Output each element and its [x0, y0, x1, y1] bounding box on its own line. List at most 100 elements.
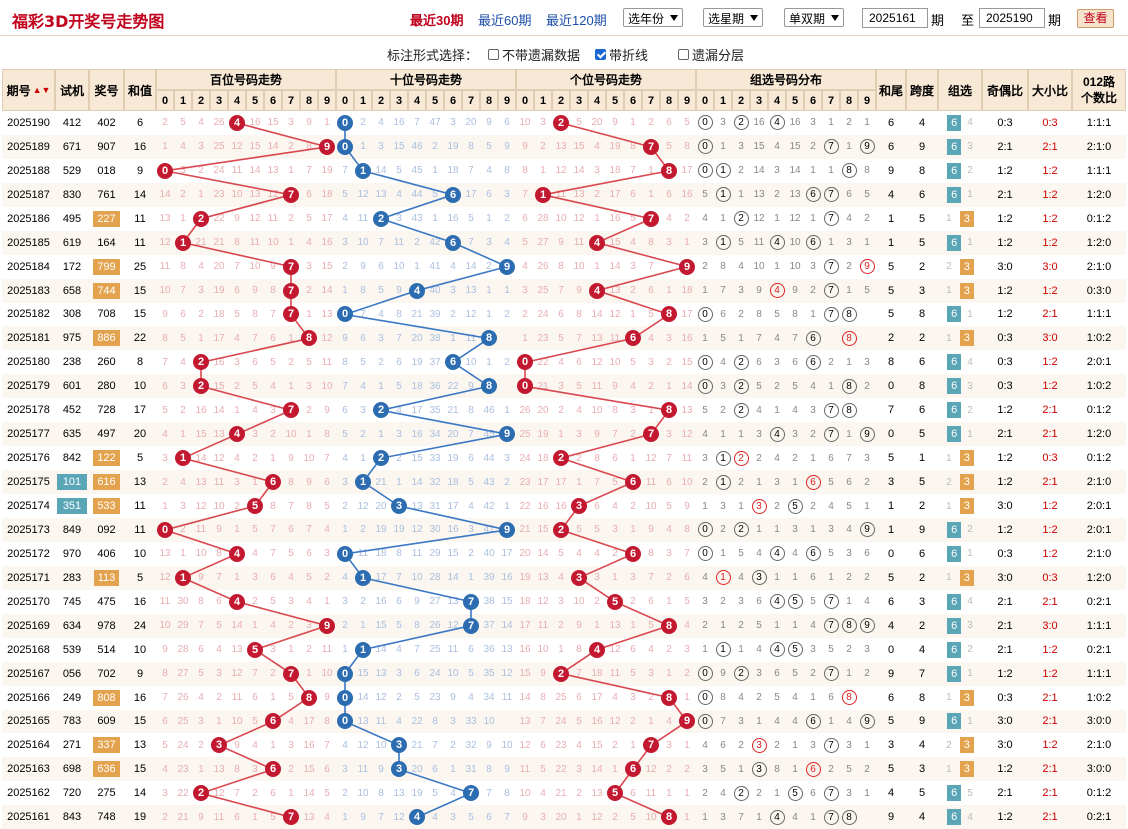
miss-cell-1: 5 — [432, 189, 438, 201]
miss-cell-1: 1 — [450, 332, 456, 344]
row-span: 1 — [918, 452, 926, 465]
miss-cell-2: 12 — [573, 213, 585, 225]
miss-cell-1: 20 — [375, 500, 387, 512]
miss-cell-0: 19 — [213, 285, 225, 297]
miss-cell-1: 17 — [465, 189, 477, 201]
miss-cell-0: 29 — [177, 620, 189, 632]
miss-cell-1: 2 — [360, 596, 366, 608]
header-period[interactable]: 期号 ▲▼ — [2, 69, 55, 111]
miss-cell-1: 1 — [486, 285, 492, 297]
range-60-link[interactable]: 最近60期 — [478, 13, 532, 28]
miss-cell-3: 2 — [702, 620, 708, 632]
miss-cell-2: 6 — [630, 644, 636, 656]
row-oddeven: 2:1 — [997, 428, 1013, 441]
hundreds-ball: 7 — [283, 306, 299, 323]
row-span: 4 — [918, 811, 926, 824]
miss-cell-0: 7 — [270, 308, 276, 320]
miss-cell-2: 11 — [609, 668, 621, 680]
row-sim: 101 — [55, 470, 89, 494]
miss-cell-0: 7 — [180, 285, 186, 297]
miss-cell-3: 2 — [756, 692, 762, 704]
row-oddeven: 1:2 — [997, 452, 1013, 465]
row-sum: 16 — [133, 691, 147, 704]
row-sum: 22 — [133, 332, 147, 345]
miss-cell-1: 20 — [411, 332, 423, 344]
miss-cell-1: 7 — [378, 237, 384, 249]
week-select[interactable]: 选星期 — [703, 8, 764, 27]
checkbox-no-omission[interactable] — [488, 49, 499, 60]
hundreds-ball: 1 — [175, 234, 191, 251]
miss-cell-1: 17 — [501, 548, 513, 560]
option-with-line[interactable]: 带折线 — [595, 45, 648, 64]
miss-cell-0: 1 — [288, 165, 294, 177]
group-three-badge: 3 — [967, 620, 973, 632]
miss-cell-2: 10 — [555, 213, 567, 225]
miss-cell-0: 7 — [252, 332, 258, 344]
hundreds-ball: 8 — [301, 330, 317, 347]
miss-cell-2: 10 — [681, 476, 693, 488]
miss-cell-0: 12 — [249, 213, 261, 225]
miss-cell-1: 3 — [342, 596, 348, 608]
parity-select[interactable]: 单双期 — [784, 8, 845, 27]
checkbox-layered[interactable] — [678, 49, 689, 60]
row-sim-value: 720 — [62, 787, 82, 800]
range-30-link[interactable]: 最近30期 — [410, 13, 464, 28]
checkbox-with-line[interactable] — [595, 49, 606, 60]
miss-cell-2: 2 — [666, 763, 672, 775]
miss-cell-3: 3 — [774, 356, 780, 368]
miss-cell-3: 3 — [846, 548, 852, 560]
row-prize: 616 — [89, 470, 124, 494]
miss-cell-1: 1 — [414, 261, 420, 273]
miss-cell-0: 8 — [234, 237, 240, 249]
range-120-link[interactable]: 最近120期 — [546, 13, 607, 28]
query-button[interactable]: 查看 — [1077, 9, 1114, 28]
from-period-input[interactable]: 2025161 — [862, 8, 928, 28]
miss-cell-2: 7 — [612, 428, 618, 440]
miss-cell-2: 16 — [537, 500, 549, 512]
miss-cell-1: 5 — [342, 189, 348, 201]
group-digit-ring: 6 — [805, 330, 821, 346]
hundreds-ball: 7 — [283, 282, 299, 299]
miss-cell-3: 3 — [750, 733, 768, 757]
miss-cell-0: 15 — [303, 763, 315, 775]
option-no-omission[interactable]: 不带遗漏数据 — [488, 45, 580, 64]
digit-header-1-7: 7 — [462, 90, 480, 111]
year-select[interactable]: 选年份 — [623, 8, 684, 27]
option-layered[interactable]: 遗漏分层 — [678, 45, 744, 64]
miss-cell-0: 1 — [270, 739, 276, 751]
miss-cell-1: 9 — [486, 739, 492, 751]
miss-cell-2: 7 — [522, 189, 528, 201]
tens-ball: 1 — [355, 569, 371, 586]
row-tail: 1 — [887, 212, 895, 225]
miss-cell-3: 1 — [810, 811, 816, 823]
miss-cell-1: 7 — [468, 237, 474, 249]
miss-cell-1: 12 — [501, 668, 513, 680]
row-bigsmall: 2:1 — [1042, 811, 1058, 824]
miss-cell-0: 23 — [213, 189, 225, 201]
miss-cell-1: 27 — [429, 596, 441, 608]
miss-cell-3: 0 — [696, 350, 714, 374]
miss-cell-0: 13 — [249, 189, 261, 201]
miss-cell-1: 16 — [393, 117, 405, 129]
miss-cell-2: 14 — [681, 380, 693, 392]
miss-cell-1: 25 — [429, 644, 441, 656]
miss-cell-0: 5 — [288, 548, 294, 560]
miss-cell-1: 7 — [432, 739, 438, 751]
miss-cell-1: 36 — [483, 644, 495, 656]
digit-header-1-9: 9 — [498, 90, 516, 111]
miss-cell-0: 13 — [195, 476, 207, 488]
miss-cell-0: 2 — [306, 285, 312, 297]
row-sim-value: 351 — [56, 498, 88, 514]
miss-cell-0: 2 — [180, 404, 186, 416]
group-digit-ring: 7 — [823, 402, 839, 418]
miss-cell-3: 3 — [828, 524, 834, 536]
miss-cell-1: 1 — [342, 524, 348, 536]
sort-icon[interactable]: ▲▼ — [32, 85, 51, 95]
miss-cell-0: 2 — [288, 620, 294, 632]
miss-cell-2: 11 — [681, 452, 693, 464]
row-sum: 13 — [133, 476, 147, 489]
to-period-input[interactable]: 2025190 — [979, 8, 1045, 28]
